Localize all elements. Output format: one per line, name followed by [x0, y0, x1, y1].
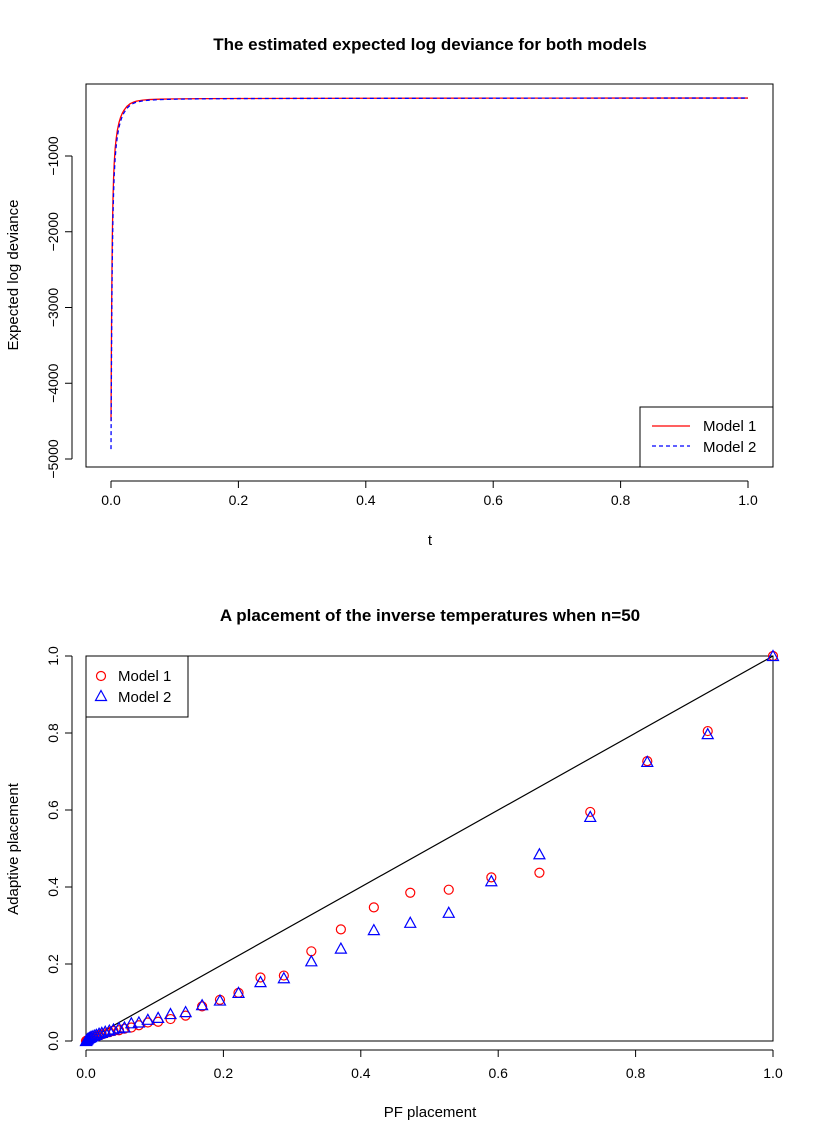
data-point-model-1 [335, 924, 346, 935]
series-line-model-1 [110, 97, 748, 422]
chart-bottom-plot-frame [85, 655, 774, 1042]
y-tick-label: 0.8 [45, 723, 61, 743]
data-point-model-2 [231, 986, 246, 998]
data-point-model-2 [766, 649, 780, 662]
x-tick-label: 0.2 [214, 1065, 234, 1081]
data-point-model-2 [334, 941, 348, 954]
data-point-model-2 [117, 1020, 131, 1033]
x-tick-label: 0.6 [483, 492, 503, 508]
data-point-model-2 [701, 727, 715, 740]
data-point-model-1 [443, 884, 454, 895]
data-point-model-1 [405, 887, 416, 898]
y-tick-label: −4000 [45, 363, 61, 403]
data-point-model-2 [367, 923, 381, 936]
chart-top-plot-frame [85, 83, 774, 468]
data-point-model-2 [304, 954, 318, 967]
x-tick-label: 0.0 [101, 492, 121, 508]
x-tick-label: 0.6 [488, 1065, 508, 1081]
chart-top-title: The estimated expected log deviance for … [213, 35, 647, 54]
series-line-model-2 [110, 97, 748, 450]
data-point-model-2 [89, 1028, 103, 1040]
chart-bottom-x-label: PF placement [384, 1104, 477, 1121]
data-point-model-1 [197, 1001, 208, 1012]
y-tick-label: 0.0 [45, 1031, 61, 1051]
legend-label-model-1: Model 1 [703, 418, 756, 435]
data-point-model-2 [151, 1011, 165, 1024]
data-point-model-1 [306, 946, 317, 957]
data-point-model-2 [583, 810, 597, 823]
chart-top-legend-box [639, 406, 774, 468]
data-point-model-2 [403, 916, 417, 928]
data-point-model-2 [102, 1023, 116, 1036]
chart-top-series [110, 97, 748, 450]
data-point-model-2 [442, 906, 456, 918]
data-point-model-2 [95, 1026, 109, 1039]
data-point-model-2 [98, 1025, 112, 1037]
legend-label-model-1: Model 1 [118, 668, 171, 685]
data-point-model-1 [486, 872, 497, 883]
chart-bottom-x-ticks: 0.0 0.2 0.4 0.6 0.8 1.0 [76, 1050, 783, 1081]
x-tick-label: 0.2 [229, 492, 249, 508]
data-point-model-2 [163, 1007, 178, 1020]
data-point-model-1 [255, 972, 266, 983]
x-tick-label: 0.8 [611, 492, 631, 508]
chart-top-x-label: t [428, 532, 433, 549]
chart-top-y-ticks: −5000 −4000 −3000 −2000 −1000 [45, 136, 72, 479]
chart-bottom-y-label: Adaptive placement [5, 782, 22, 915]
data-point-model-1 [534, 867, 545, 878]
y-tick-label: −2000 [45, 212, 61, 252]
data-point-model-2 [84, 1030, 98, 1043]
chart-bottom: A placement of the inverse temperatures … [5, 606, 783, 1121]
chart-bottom-reference-line [85, 655, 774, 1042]
legend-label-model-2: Model 2 [118, 689, 171, 706]
y-tick-label: −1000 [45, 136, 61, 176]
x-tick-label: 0.8 [626, 1065, 646, 1081]
chart-bottom-series [79, 649, 780, 1047]
data-point-model-2 [640, 755, 654, 767]
x-tick-label: 0.4 [351, 1065, 371, 1081]
data-point-model-2 [179, 1005, 193, 1018]
data-point-model-2 [141, 1013, 155, 1025]
x-tick-label: 1.0 [763, 1065, 783, 1081]
chart-bottom-legend: Model 1 Model 2 [85, 655, 189, 718]
y-tick-label: 0.6 [45, 800, 61, 820]
chart-bottom-y-ticks: 0.0 0.2 0.4 0.6 0.8 1.0 [45, 646, 72, 1051]
chart-top-legend: Model 1 Model 2 [639, 406, 774, 468]
data-point-model-2 [124, 1016, 138, 1029]
x-tick-label: 0.0 [76, 1065, 96, 1081]
data-point-model-2 [484, 874, 498, 887]
chart-top: The estimated expected log deviance for … [5, 35, 774, 549]
data-point-model-2 [195, 998, 209, 1011]
data-point-model-2 [132, 1015, 146, 1028]
data-point-model-2 [253, 975, 268, 988]
data-point-model-2 [532, 847, 546, 860]
legend-label-model-2: Model 2 [703, 439, 756, 456]
y-tick-label: −5000 [45, 439, 61, 479]
legend-marker-model-2 [94, 689, 108, 702]
y-tick-label: 0.2 [45, 954, 61, 974]
y-tick-label: 0.4 [45, 877, 61, 897]
data-point-model-1 [278, 970, 289, 981]
x-tick-label: 1.0 [738, 492, 758, 508]
chart-bottom-legend-box [85, 655, 189, 718]
chart-bottom-title: A placement of the inverse temperatures … [220, 606, 640, 625]
chart-top-y-label: Expected log deviance [5, 200, 22, 351]
chart-top-x-ticks: 0.0 0.2 0.4 0.6 0.8 1.0 [101, 481, 758, 508]
legend-marker-model-1 [95, 670, 107, 682]
y-tick-label: −3000 [45, 288, 61, 328]
x-tick-label: 0.4 [356, 492, 376, 508]
data-point-model-1 [585, 806, 596, 818]
data-point-model-1 [368, 902, 379, 913]
data-point-model-2 [277, 971, 291, 984]
data-point-model-2 [213, 993, 227, 1006]
data-point-model-1 [702, 725, 713, 737]
y-tick-label: 1.0 [45, 646, 61, 666]
